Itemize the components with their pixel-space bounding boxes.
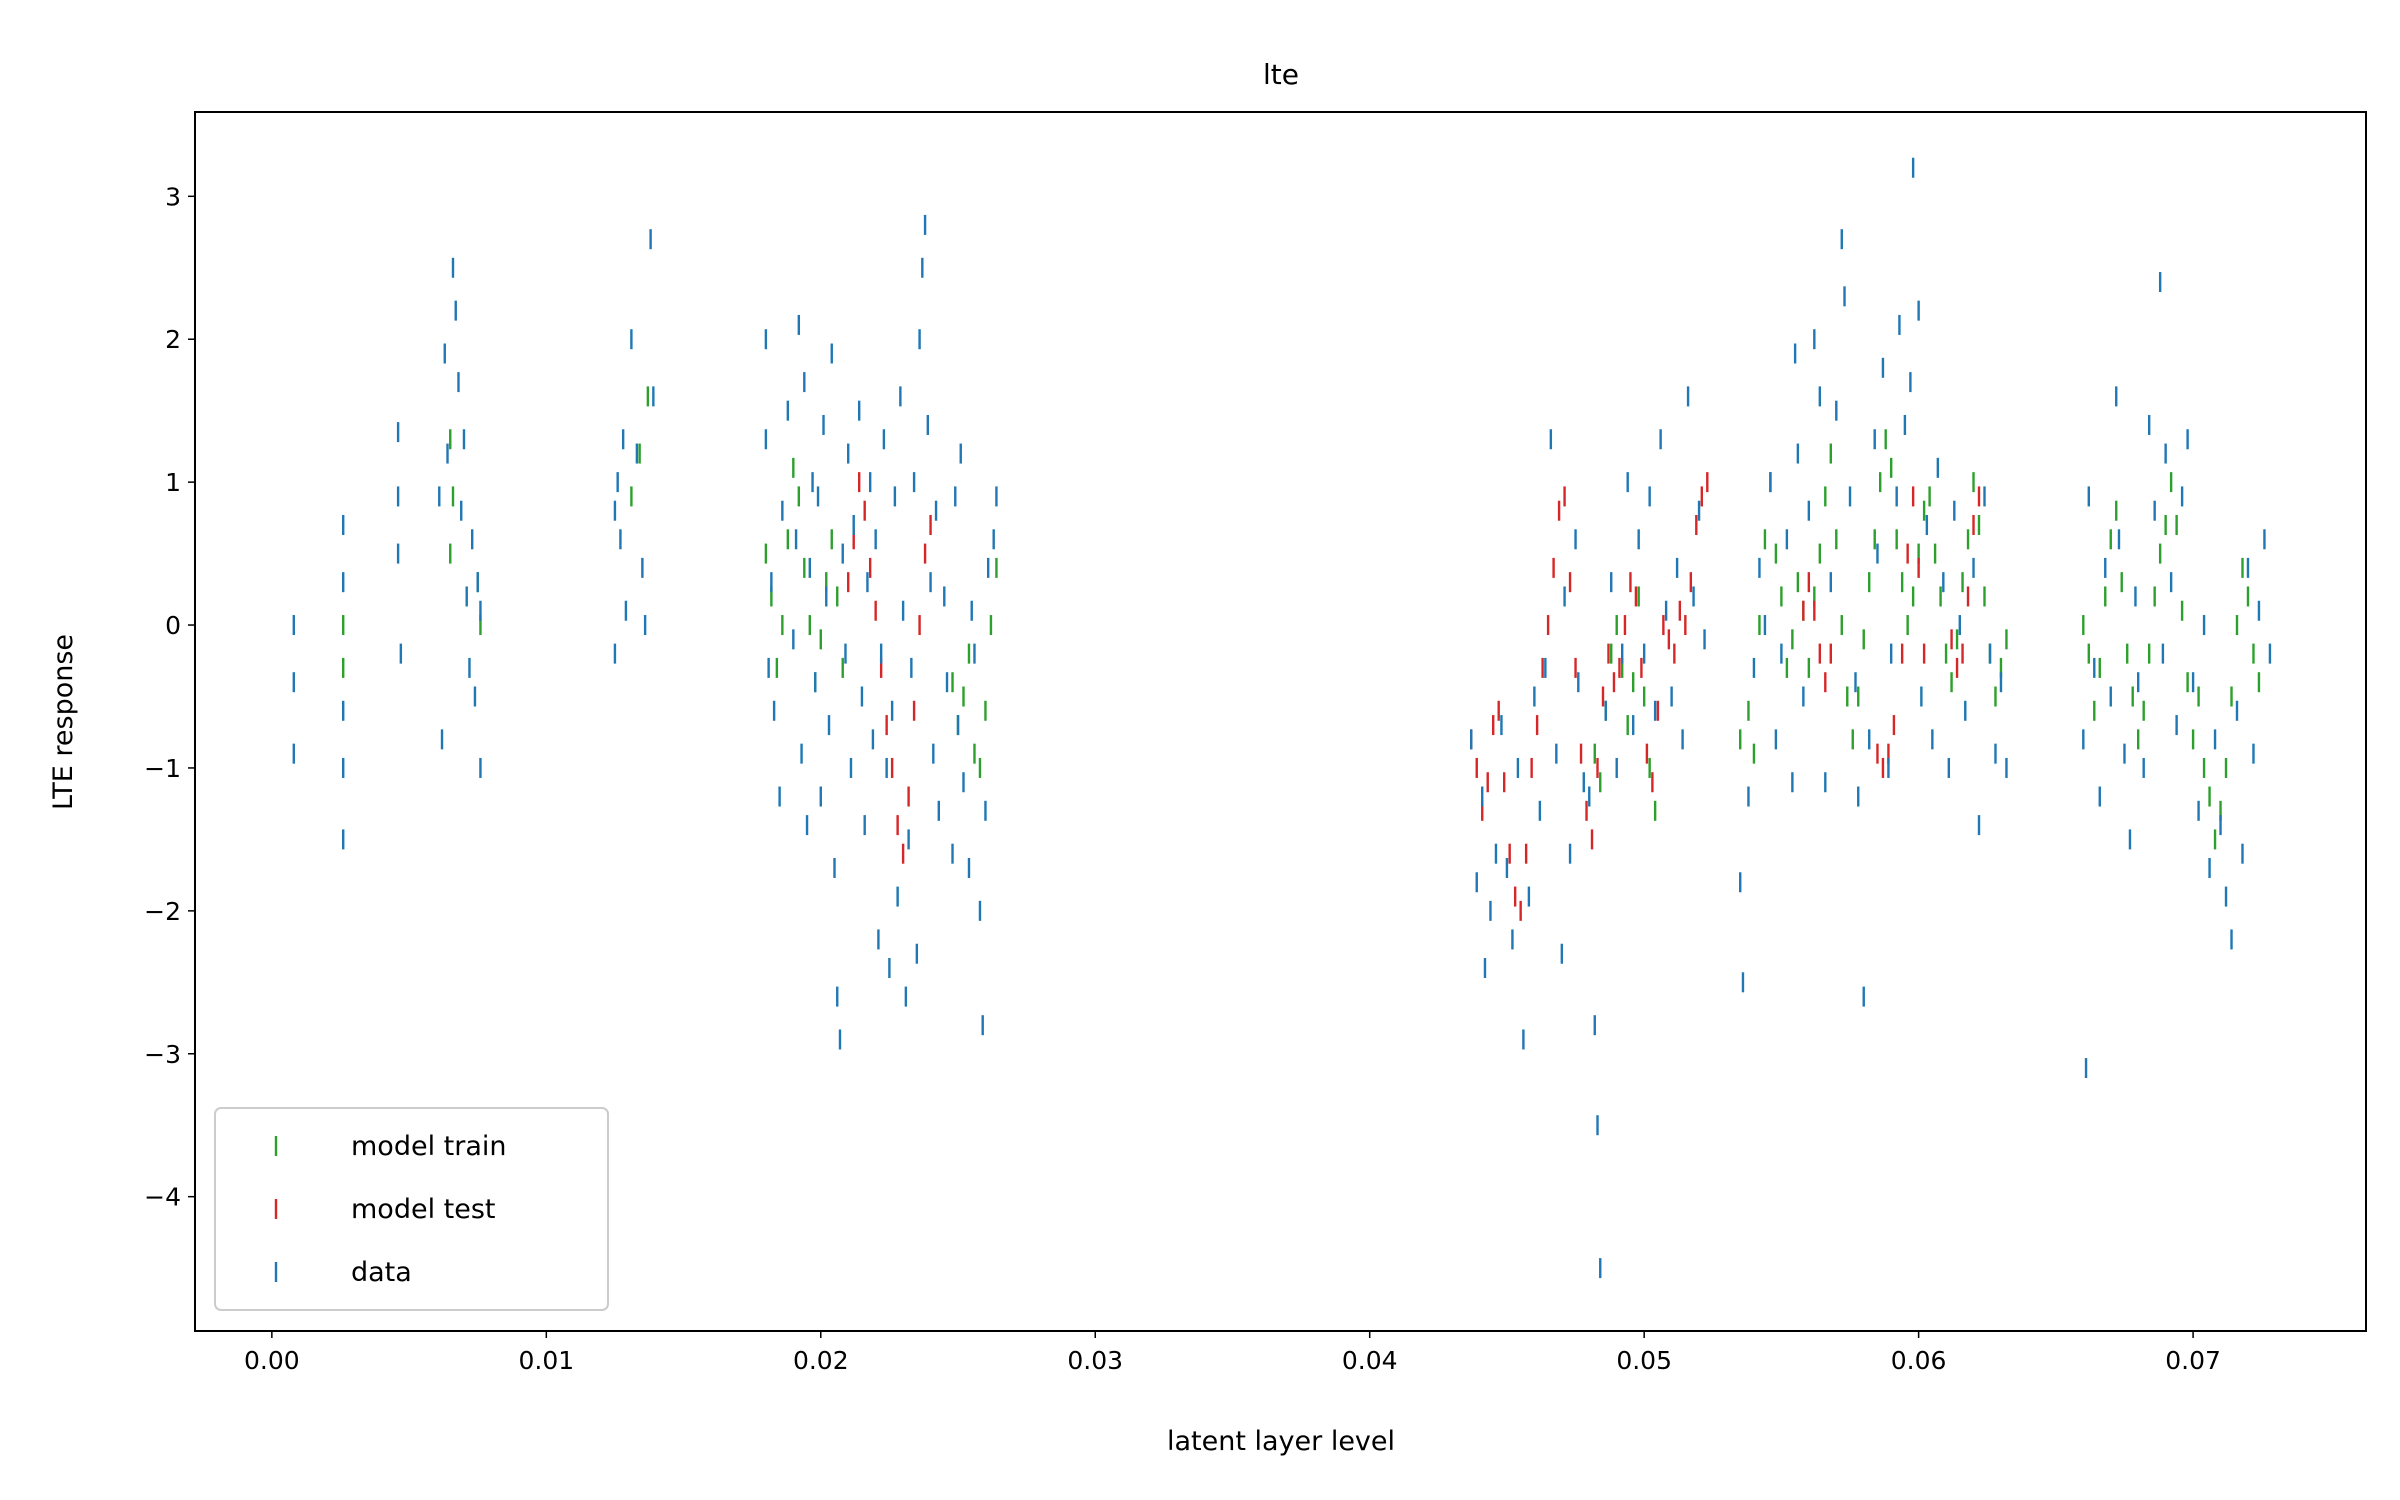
x-tick-label: 0.06: [1891, 1346, 1947, 1375]
legend-item: data: [274, 1257, 412, 1288]
legend-item: model test: [274, 1194, 496, 1225]
y-tick-label: −2: [144, 897, 181, 926]
y-axis-label: LTE response: [48, 634, 79, 810]
x-tick-label: 0.00: [244, 1346, 300, 1375]
y-tick-label: −4: [144, 1183, 181, 1212]
y-tick-label: 1: [165, 468, 181, 497]
legend-label: data: [351, 1257, 412, 1288]
plot-frame: [194, 111, 2367, 1332]
legend-label: model test: [351, 1194, 496, 1225]
x-tick-label: 0.03: [1067, 1346, 1123, 1375]
y-tick-label: −3: [144, 1040, 181, 1069]
y-axis: 3 2 1 0 −1 −2 −3 −4: [144, 182, 195, 1212]
chart-title: lte: [1263, 58, 1299, 91]
x-tick-label: 0.02: [793, 1346, 849, 1375]
series-data: [292, 157, 2272, 1279]
x-tick-label: 0.07: [2165, 1346, 2221, 1375]
legend-item: model train: [274, 1131, 507, 1162]
x-axis-label: latent layer level: [1167, 1426, 1395, 1457]
legend-label: model train: [351, 1131, 507, 1162]
y-tick-label: 0: [165, 611, 181, 640]
x-axis: 0.00 0.01 0.02 0.03 0.04 0.05 0.06 0.07: [244, 1331, 2221, 1375]
x-tick-label: 0.04: [1342, 1346, 1398, 1375]
series-model-test: [847, 472, 1981, 921]
x-tick-label: 0.05: [1616, 1346, 1672, 1375]
series-model-train: [342, 386, 2261, 850]
plot-marks: [292, 157, 2272, 1279]
legend: model train model test data: [214, 1107, 609, 1311]
x-tick-label: 0.01: [518, 1346, 574, 1375]
legend-box: [214, 1107, 609, 1311]
y-tick-label: 3: [165, 182, 181, 211]
y-tick-label: −1: [144, 754, 181, 783]
y-tick-label: 2: [165, 325, 181, 354]
